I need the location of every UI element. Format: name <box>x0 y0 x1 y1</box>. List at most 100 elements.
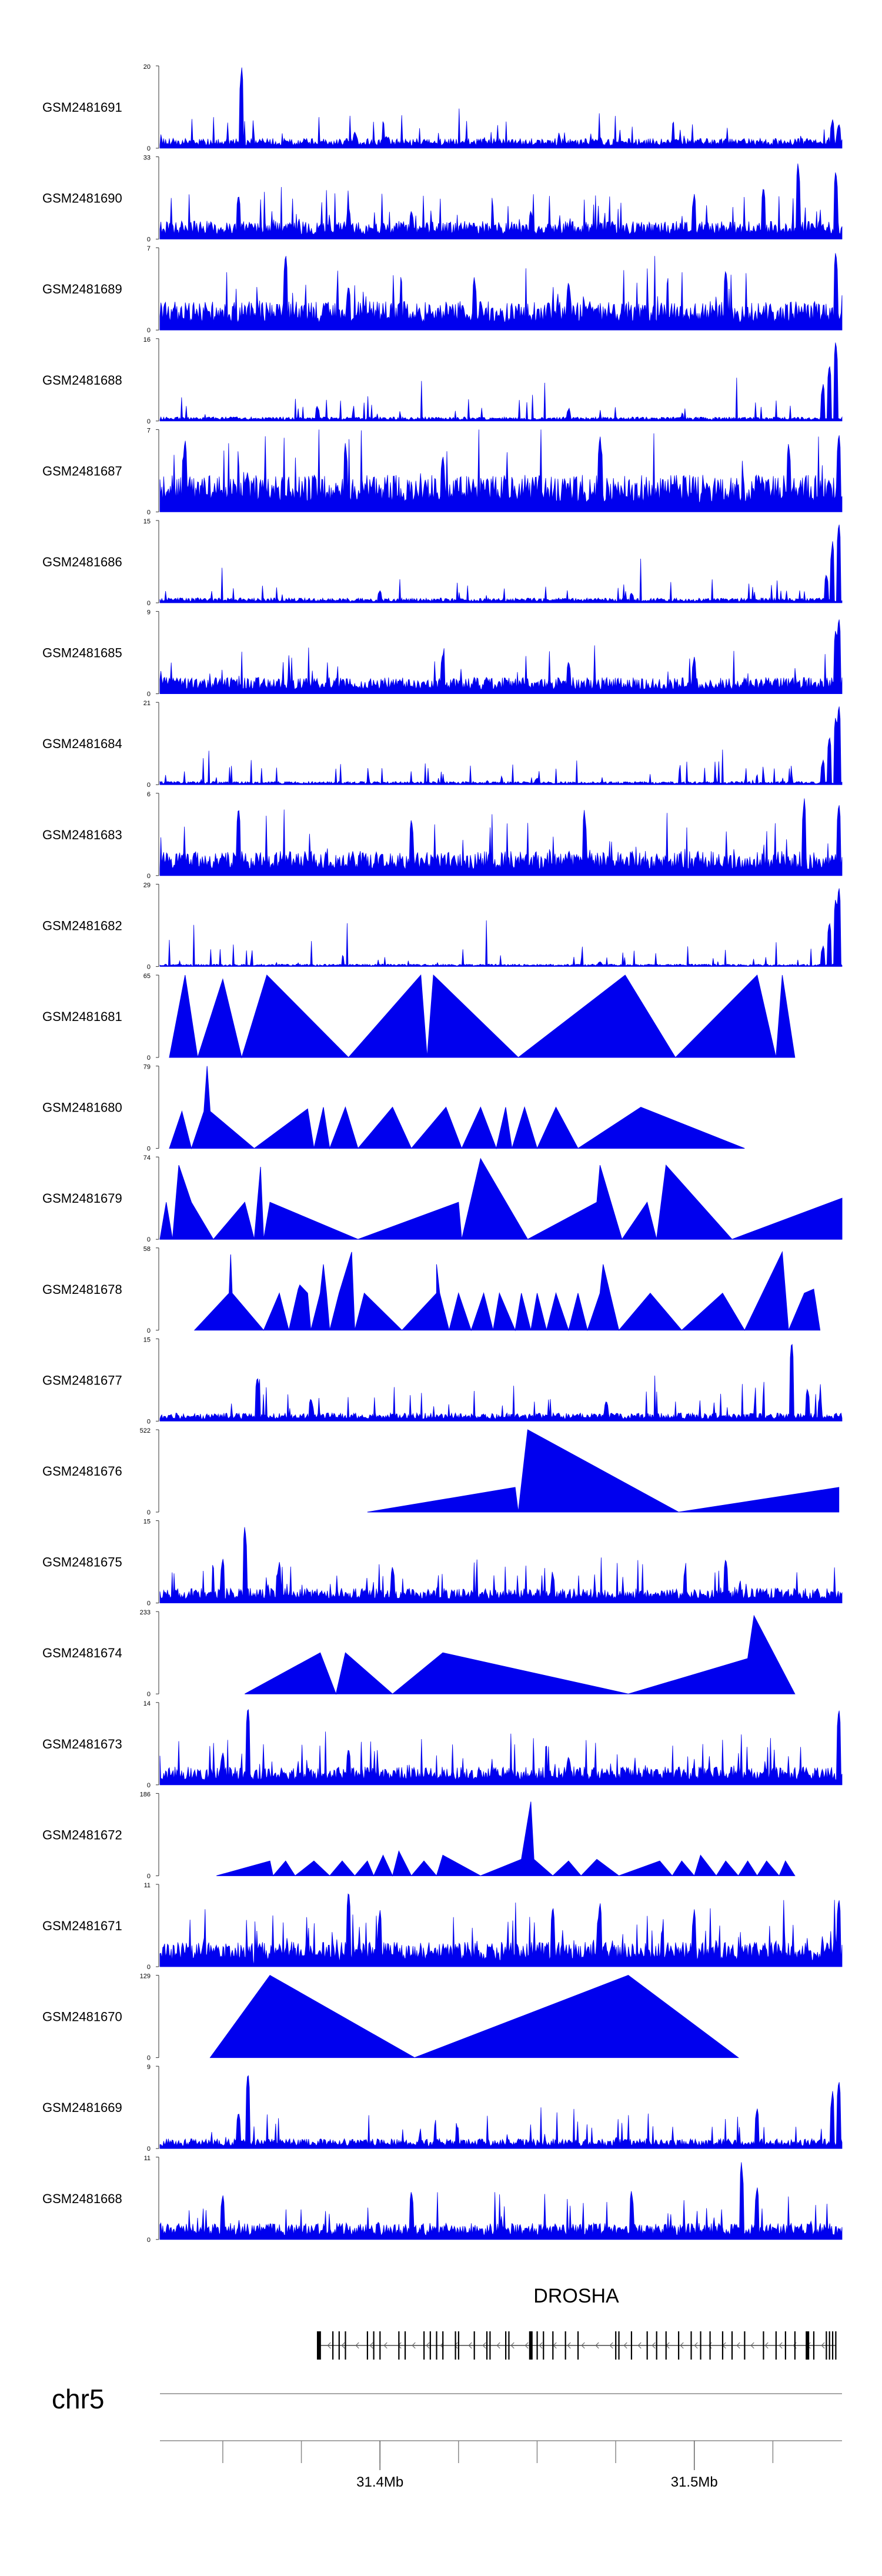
track-ymin-label: 0 <box>147 963 151 970</box>
track-label: GSM2481690 <box>42 191 122 206</box>
gene-exon <box>457 2331 460 2360</box>
track-ymin-label: 0 <box>147 600 151 607</box>
gene-exon <box>826 2331 827 2360</box>
track-GSM2481671: GSM2481671 11 0 <box>42 1882 843 1971</box>
strand-arrow <box>581 2342 585 2349</box>
signal-area <box>159 888 843 967</box>
gene-exon <box>709 2331 711 2360</box>
track-ymin-label: 0 <box>147 1691 151 1698</box>
track-GSM2481674: GSM2481674 233 0 <box>42 1609 796 1698</box>
strand-arrow <box>383 2342 387 2349</box>
gene-exon <box>552 2331 554 2360</box>
signal-area <box>159 1893 843 1967</box>
track-GSM2481688: GSM2481688 16 0 <box>42 336 843 425</box>
strand-arrow <box>355 2342 359 2349</box>
gene-exon <box>784 2331 786 2360</box>
track-GSM2481686: GSM2481686 15 0 <box>42 518 843 607</box>
signal-area <box>159 798 843 876</box>
track-label: GSM2481671 <box>42 1918 122 1933</box>
gene-track: DROSHA <box>316 2285 837 2360</box>
track-ymin-label: 0 <box>147 1873 151 1880</box>
track-label: GSM2481691 <box>42 100 122 115</box>
axis-tick-label: 31.4Mb <box>356 2474 403 2490</box>
strand-arrow <box>341 2342 345 2349</box>
track-GSM2481681: GSM2481681 65 0 <box>42 973 796 1062</box>
track-label: GSM2481674 <box>42 1646 122 1660</box>
track-ymax-label: 9 <box>147 609 151 616</box>
gene-exon <box>505 2331 507 2360</box>
track-GSM2481677: GSM2481677 15 0 <box>42 1336 843 1425</box>
track-ymin-label: 0 <box>147 1236 151 1243</box>
signal-area <box>159 2075 843 2149</box>
track-label: GSM2481678 <box>42 1282 122 1297</box>
track-GSM2481675: GSM2481675 15 0 <box>42 1519 843 1607</box>
gene-exon <box>630 2331 633 2360</box>
track-ymax-label: 11 <box>144 1882 151 1889</box>
track-label: GSM2481670 <box>42 2010 122 2024</box>
track-ymin-label: 0 <box>147 691 151 698</box>
track-ymax-label: 20 <box>143 64 151 71</box>
gene-exon <box>700 2331 701 2360</box>
gene-exon <box>690 2331 692 2360</box>
track-GSM2481684: GSM2481684 21 0 <box>42 700 843 789</box>
track-label: GSM2481669 <box>42 2100 122 2115</box>
track-label: GSM2481689 <box>42 282 122 296</box>
strand-arrow <box>468 2342 472 2349</box>
track-GSM2481676: GSM2481676 522 0 <box>42 1427 840 1516</box>
signal-area <box>159 1709 843 1786</box>
track-GSM2481669: GSM2481669 9 0 <box>42 2064 843 2153</box>
signal-area <box>159 163 843 239</box>
gene-exon <box>731 2331 733 2360</box>
gene-exon-thick <box>316 2331 320 2360</box>
signal-area <box>193 1250 821 1332</box>
signal-area <box>159 525 843 603</box>
track-ymax-label: 14 <box>143 1700 151 1707</box>
track-ymax-label: 33 <box>143 155 151 162</box>
gene-exon <box>508 2331 510 2360</box>
track-GSM2481682: GSM2481682 29 0 <box>42 882 843 970</box>
track-ymax-label: 9 <box>147 2064 151 2071</box>
gene-exon-thick <box>529 2331 533 2360</box>
gene-exon <box>678 2331 680 2360</box>
strand-arrow <box>327 2342 331 2349</box>
track-ymax-label: 58 <box>143 1246 151 1253</box>
track-label: GSM2481682 <box>42 918 122 933</box>
track-ymin-label: 0 <box>147 327 151 334</box>
signal-area <box>245 1614 796 1695</box>
track-ymax-label: 129 <box>140 1973 151 1980</box>
track-ymin-label: 0 <box>147 1509 151 1516</box>
genome-axis: chr5 31.4Mb 31.5Mb <box>52 2384 842 2490</box>
track-ymax-label: 15 <box>143 1519 151 1526</box>
gene-exon <box>721 2331 724 2360</box>
gene-exon <box>338 2331 340 2360</box>
track-label: GSM2481672 <box>42 1827 122 1842</box>
signal-area <box>159 342 843 422</box>
track-ymin-label: 0 <box>147 418 151 425</box>
track-ymin-label: 0 <box>147 1964 151 1971</box>
strand-arrow <box>369 2342 373 2349</box>
track-ymax-label: 186 <box>140 1791 151 1798</box>
strand-arrow <box>567 2342 571 2349</box>
track-label: GSM2481679 <box>42 1191 122 1206</box>
signal-area <box>216 1801 796 1877</box>
gene-exon <box>828 2331 830 2360</box>
gene-exon <box>577 2331 579 2360</box>
strand-arrow <box>595 2342 599 2349</box>
strand-arrow <box>652 2342 656 2349</box>
signal-area <box>159 1344 843 1422</box>
signal-area <box>159 2162 843 2240</box>
track-label: GSM2481687 <box>42 463 122 478</box>
track-ymin-label: 0 <box>147 236 151 243</box>
strand-arrow <box>539 2342 543 2349</box>
track-ymax-label: 21 <box>143 700 151 707</box>
track-ymax-label: 7 <box>147 245 151 252</box>
gene-exon <box>665 2331 667 2360</box>
gene-exon <box>794 2331 796 2360</box>
track-label: GSM2481673 <box>42 1737 122 1751</box>
strand-arrow <box>609 2342 613 2349</box>
signal-area <box>159 429 843 512</box>
gene-exon <box>486 2331 488 2360</box>
track-ymin-label: 0 <box>147 1146 151 1153</box>
gene-exon <box>332 2331 334 2360</box>
track-ymax-label: 16 <box>143 336 151 343</box>
